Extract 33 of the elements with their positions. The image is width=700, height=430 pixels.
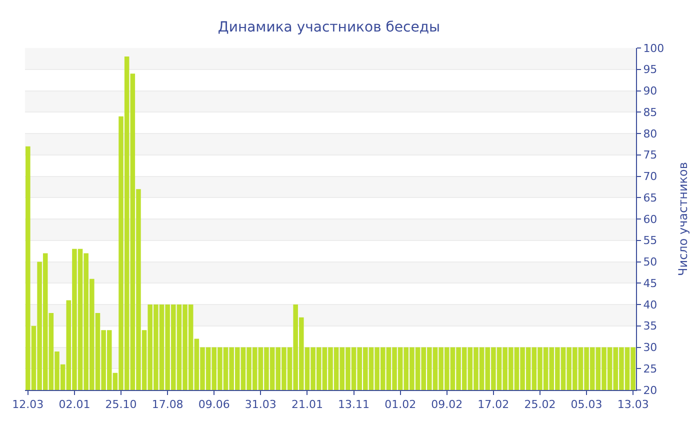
y-tick-label: 60 [643,212,658,226]
x-tick-label: 25.10 [105,398,137,412]
y-tick-label: 65 [643,191,658,204]
y-tick-label: 25 [643,362,658,376]
y-tick-label: 85 [643,106,658,119]
x-tick-label: 13.11 [338,398,370,412]
y-tick-label: 40 [643,298,658,312]
y-tick-label: 75 [643,148,658,162]
x-tick-label: 17.08 [152,398,184,412]
x-tick-label: 25.02 [524,398,556,412]
x-tick-label: 17.02 [478,398,510,412]
y-tick-label: 90 [643,84,658,98]
x-tick-label: 02.01 [58,398,90,412]
x-tick-label: 05.03 [570,398,602,412]
x-tick-label: 09.06 [198,398,230,412]
y-tick-label: 30 [643,341,658,354]
x-tick-label: 13.03 [617,398,649,412]
y-tick-label: 80 [643,127,658,140]
x-tick-label: 21.01 [291,398,323,412]
y-tick-label: 50 [643,256,658,269]
y-tick-label: 95 [643,63,658,76]
x-tick-label: 12.03 [12,398,44,412]
y-axis-title: Число участников [676,162,690,276]
y-tick-label: 35 [643,320,658,333]
x-tick-label: 09.02 [431,398,463,412]
y-tick-label: 55 [643,234,658,248]
y-tick-label: 70 [643,170,658,184]
x-tick-label: 01.02 [384,398,416,412]
y-tick-label: 100 [643,42,664,55]
y-tick-label: 20 [643,384,658,397]
x-tick-label: 31.03 [244,398,276,412]
chart-title: Динамика участников беседы [218,19,440,36]
y-tick-label: 45 [643,276,658,290]
